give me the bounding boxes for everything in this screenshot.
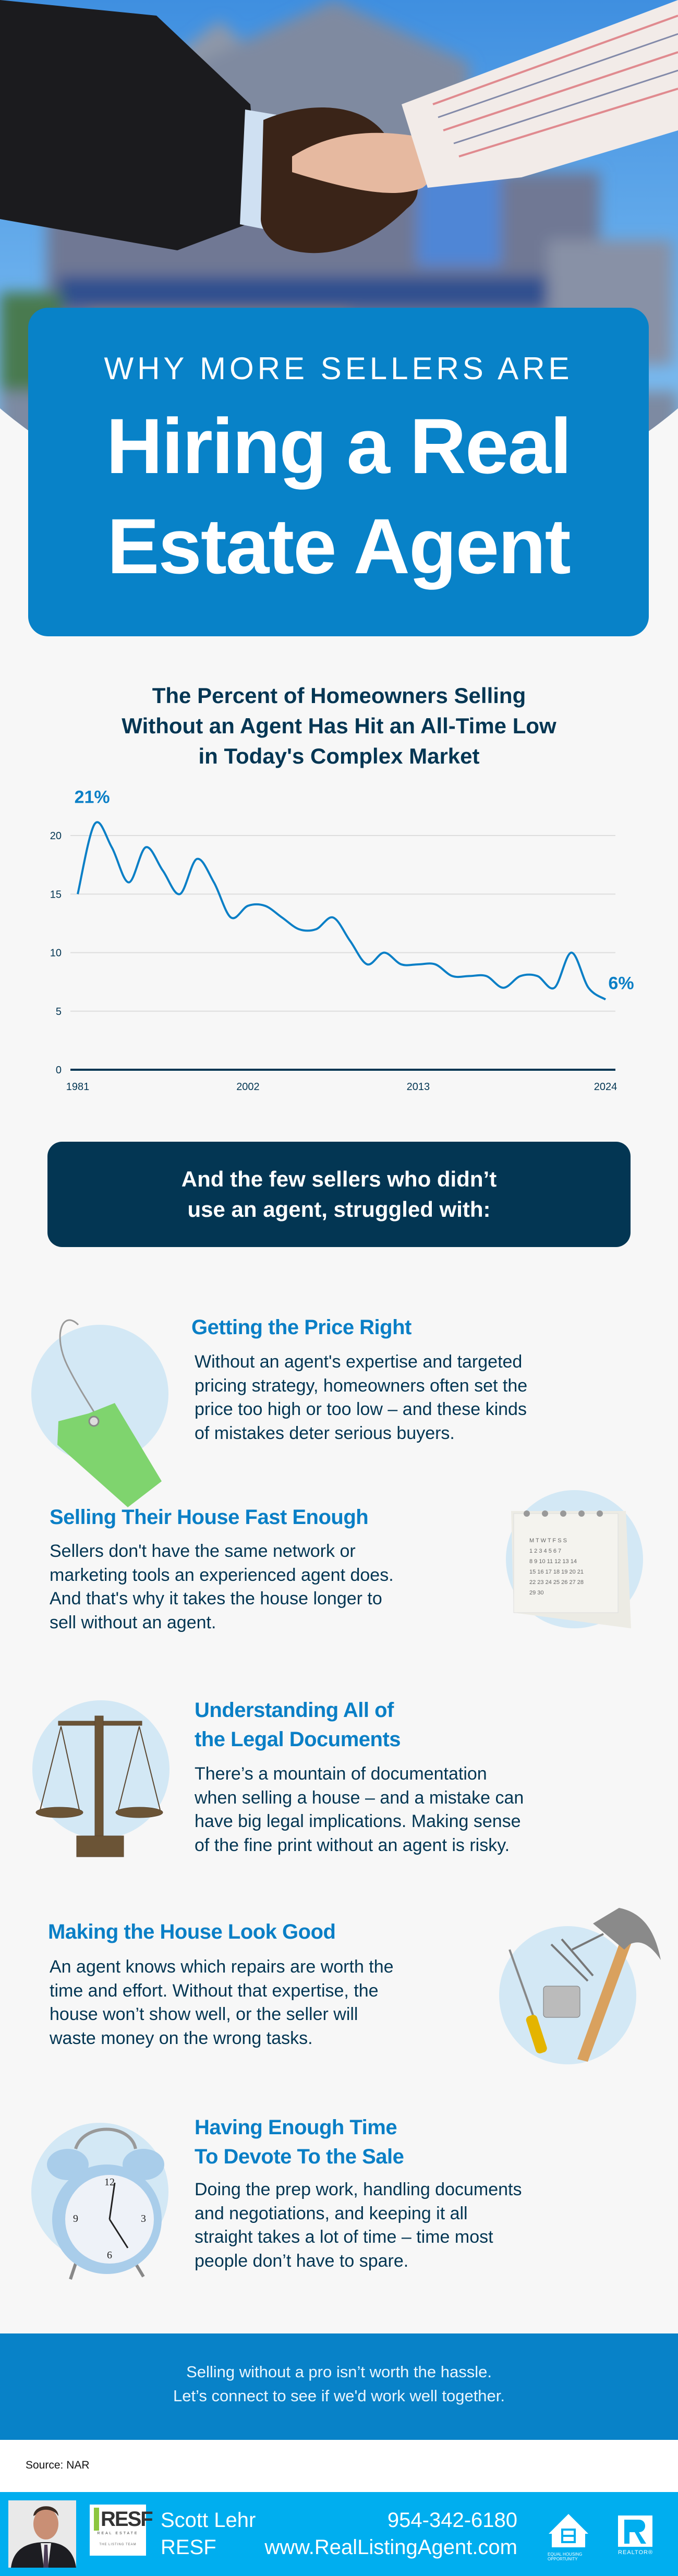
body-line: Doing the prep work, handling documents (195, 2180, 522, 2199)
svg-text:8 9 10 11 12 13 14: 8 9 10 11 12 13 14 (529, 1558, 577, 1565)
agent-company: RESF (161, 2536, 216, 2559)
agent-photo (8, 2500, 76, 2568)
intro-line: use an agent, struggled with: (187, 1197, 491, 1222)
body-line: people don’t have to spare. (195, 2251, 409, 2271)
alarm-clock-icon: 12 3 6 9 (31, 2123, 168, 2280)
struggle-title: Making the House Look Good (48, 1920, 336, 1943)
data-label: 21% (75, 788, 110, 807)
agent-website[interactable]: www.RealListingAgent.com (264, 2536, 517, 2559)
company-logo: RESF REAL ESTATE THE LISTING TEAM (90, 2505, 153, 2556)
tools-icon (499, 1908, 661, 2064)
chart-title-line: The Percent of Homeowners Selling (152, 683, 526, 708)
title-line-1: Hiring a Real (106, 402, 572, 490)
struggle-title: Getting the Price Right (191, 1316, 411, 1339)
agent-phone[interactable]: 954-342-6180 (387, 2509, 517, 2532)
chart-title-line: in Today's Complex Market (198, 744, 480, 768)
y-tick-label: 0 (56, 1065, 62, 1076)
title-line: the Legal Documents (195, 1728, 401, 1751)
svg-text:M T W T F S S: M T W T F S S (529, 1538, 567, 1544)
y-tick-label: 5 (56, 1006, 62, 1018)
struggle-body: Doing the prep work, handling documents … (195, 2178, 522, 2273)
svg-text:1 2 3 4 5 6 7: 1 2 3 4 5 6 7 (529, 1548, 561, 1554)
handshake-illustration (0, 0, 678, 253)
realtor-icon: REALTOR® (618, 2515, 656, 2557)
struggle-title: Having Enough Time To Devote To the Sale (195, 2113, 404, 2171)
y-tick-label: 20 (50, 830, 62, 842)
data-label: 6% (608, 973, 634, 993)
body-line: when selling a house – and a mistake can (195, 1787, 524, 1808)
struggles-intro-box: And the few sellers who didn’t use an ag… (47, 1142, 631, 1247)
cta-line: Let’s connect to see if we'd work well t… (173, 2387, 505, 2405)
title-line: To Devote To the Sale (195, 2145, 404, 2168)
cta-banner: Selling without a pro isn’t worth the ha… (0, 2333, 678, 2440)
source-note: Source: NAR (26, 2459, 90, 2471)
body-line: straight takes a lot of time – time most (195, 2227, 493, 2247)
body-line: house won’t show well, or the seller wil… (50, 2004, 358, 2024)
struggle-body: An agent knows which repairs are worth t… (50, 1955, 394, 2050)
body-line: of mistakes deter serious buyers. (195, 1423, 455, 1443)
chart-title: The Percent of Homeowners Selling Withou… (0, 681, 678, 771)
calendar-icon: M T W T F S S 1 2 3 4 5 6 7 8 9 10 11 12 1… (506, 1490, 643, 1628)
svg-text:15 16 17 18 19 20 21: 15 16 17 18 19 20 21 (529, 1569, 584, 1575)
logo-subtext: REAL ESTATE (97, 2532, 139, 2535)
body-line: Without an agent's expertise and targete… (195, 1352, 523, 1372)
body-line: have big legal implications. Making sens… (195, 1811, 521, 1831)
body-line: waste money on the wrong tasks. (50, 2028, 313, 2048)
struggle-body: Sellers don't have the same network or m… (50, 1540, 394, 1635)
scales-icon (32, 1700, 170, 1857)
logo-team: THE LISTING TEAM (99, 2543, 137, 2546)
equal-housing-icon: EQUAL HOUSING OPPORTUNITY (548, 2513, 589, 2561)
body-line: and negotiations, and keeping it all (195, 2203, 468, 2223)
title-line: Having Enough Time (195, 2116, 397, 2139)
svg-text:9: 9 (73, 2213, 78, 2224)
realtor-label: REALTOR® (618, 2549, 653, 2556)
line-chart: 0 5 10 15 20 1981 2002 2013 2024 21% 6% (50, 788, 634, 1093)
body-line: There’s a mountain of documentation (195, 1764, 487, 1784)
body-line: An agent knows which repairs are worth t… (50, 1957, 394, 1977)
title-banner: WHY MORE SELLERS ARE Hiring a Real Estat… (28, 308, 649, 636)
x-tick-label: 2013 (407, 1081, 430, 1093)
title-kicker: WHY MORE SELLERS ARE (104, 351, 573, 386)
svg-text:22 23 24 25 26 27 28: 22 23 24 25 26 27 28 (529, 1579, 584, 1586)
struggle-title: Understanding All of the Legal Documents (195, 1696, 401, 1754)
svg-text:12: 12 (104, 2176, 115, 2188)
y-tick-label: 10 (50, 948, 62, 959)
body-line: Sellers don't have the same network or (50, 1541, 356, 1561)
price-tag-icon (31, 1319, 168, 1507)
body-line: And that's why it takes the house longer… (50, 1589, 382, 1609)
svg-text:6: 6 (107, 2250, 112, 2261)
equal-housing-label: EQUAL HOUSING OPPORTUNITY (548, 2552, 583, 2561)
body-line: sell without an agent. (50, 1612, 216, 1632)
series-line (77, 821, 607, 1001)
y-tick-label: 15 (50, 889, 62, 900)
logo-text: RESF (94, 2508, 153, 2531)
cta-line: Selling without a pro isn’t worth the ha… (186, 2363, 492, 2381)
struggle-body: Without an agent's expertise and targete… (195, 1350, 527, 1445)
agent-footer: RESF REAL ESTATE THE LISTING TEAM Scott … (0, 2492, 678, 2576)
body-line: price too high or too low – and these ki… (195, 1399, 527, 1419)
svg-text:29 30: 29 30 (529, 1590, 544, 1596)
x-tick-label: 2024 (594, 1081, 618, 1093)
body-line: time and effort. Without that expertise,… (50, 1980, 379, 2001)
svg-text:3: 3 (141, 2213, 146, 2224)
intro-line: And the few sellers who didn’t (181, 1167, 497, 1191)
body-line: marketing tools an experienced agent doe… (50, 1565, 394, 1585)
body-line: pricing strategy, homeowners often set t… (195, 1375, 528, 1396)
x-tick-label: 2002 (236, 1081, 260, 1093)
chart-title-line: Without an Agent Has Hit an All-Time Low (122, 713, 556, 738)
body-line: of the fine print without an agent is ri… (195, 1835, 510, 1855)
x-tick-label: 1981 (66, 1081, 90, 1093)
struggle-title: Selling Their House Fast Enough (50, 1506, 369, 1529)
title-line: Understanding All of (195, 1699, 394, 1722)
title-line-2: Estate Agent (107, 502, 571, 590)
agent-name: Scott Lehr (161, 2509, 256, 2532)
struggle-body: There’s a mountain of documentation when… (195, 1762, 524, 1857)
source-strip (0, 2440, 678, 2492)
